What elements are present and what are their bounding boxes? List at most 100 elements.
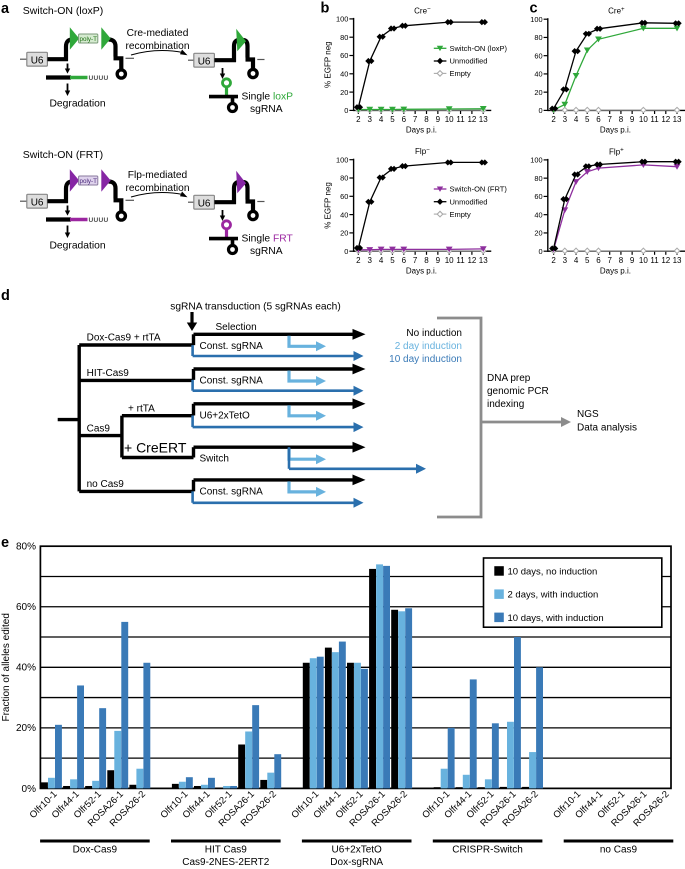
svg-text:indexing: indexing bbox=[487, 399, 524, 410]
svg-text:0: 0 bbox=[344, 247, 348, 256]
svg-text:d: d bbox=[1, 288, 10, 304]
svg-text:60%: 60% bbox=[16, 602, 36, 613]
svg-text:No induction: No induction bbox=[406, 328, 462, 339]
svg-text:80: 80 bbox=[534, 174, 542, 183]
svg-text:5: 5 bbox=[585, 115, 590, 124]
svg-text:2: 2 bbox=[551, 115, 556, 124]
svg-text:6: 6 bbox=[596, 256, 601, 265]
svg-text:40%: 40% bbox=[16, 663, 36, 674]
svg-text:11: 11 bbox=[456, 115, 465, 124]
svg-text:13: 13 bbox=[673, 256, 682, 265]
svg-text:U6: U6 bbox=[198, 198, 211, 209]
svg-text:12: 12 bbox=[661, 115, 670, 124]
svg-text:3: 3 bbox=[368, 115, 373, 124]
svg-text:100: 100 bbox=[336, 155, 348, 164]
svg-text:Cas9-2NES-2ERT2: Cas9-2NES-2ERT2 bbox=[182, 857, 270, 868]
svg-text:4: 4 bbox=[574, 115, 579, 124]
svg-text:CRISPR-Switch: CRISPR-Switch bbox=[452, 845, 523, 856]
svg-text:Flp−: Flp− bbox=[415, 146, 430, 156]
svg-text:Fraction of alleles edited: Fraction of alleles edited bbox=[1, 613, 12, 721]
svg-text:100: 100 bbox=[530, 15, 542, 24]
svg-text:60: 60 bbox=[534, 51, 542, 60]
svg-text:100: 100 bbox=[530, 156, 542, 165]
svg-text:Days p.i.: Days p.i. bbox=[600, 126, 631, 135]
svg-text:9: 9 bbox=[630, 256, 635, 265]
svg-text:20: 20 bbox=[340, 229, 348, 238]
svg-text:Switch-ON (FRT): Switch-ON (FRT) bbox=[23, 149, 103, 161]
svg-text:7: 7 bbox=[607, 115, 612, 124]
svg-text:UUUU: UUUU bbox=[89, 217, 109, 224]
svg-text:10: 10 bbox=[445, 256, 454, 265]
svg-text:sgRNA: sgRNA bbox=[250, 246, 283, 257]
svg-text:Empty: Empty bbox=[450, 210, 472, 219]
svg-text:4: 4 bbox=[574, 256, 579, 265]
svg-text:12: 12 bbox=[661, 256, 670, 265]
svg-text:11: 11 bbox=[650, 256, 659, 265]
svg-text:Const. sgRNA: Const. sgRNA bbox=[200, 341, 264, 352]
svg-text:0: 0 bbox=[344, 106, 348, 115]
svg-text:10 days, with induction: 10 days, with induction bbox=[508, 613, 604, 624]
svg-text:60: 60 bbox=[340, 51, 348, 60]
svg-text:Days p.i.: Days p.i. bbox=[406, 126, 437, 135]
svg-text:0: 0 bbox=[538, 106, 542, 115]
svg-text:Unmodified: Unmodified bbox=[450, 57, 488, 66]
svg-text:Dox-Cas9: Dox-Cas9 bbox=[73, 845, 118, 856]
svg-text:Days p.i.: Days p.i. bbox=[406, 267, 437, 276]
svg-text:Switch-ON (FRT): Switch-ON (FRT) bbox=[450, 185, 508, 194]
svg-text:NGS: NGS bbox=[577, 409, 599, 420]
svg-text:4: 4 bbox=[379, 256, 384, 265]
svg-text:U6+2xTetO: U6+2xTetO bbox=[332, 845, 383, 856]
svg-text:4: 4 bbox=[379, 115, 384, 124]
svg-text:40: 40 bbox=[340, 210, 348, 219]
svg-text:U6+2xTetO: U6+2xTetO bbox=[200, 410, 251, 421]
svg-text:80%: 80% bbox=[16, 542, 36, 553]
svg-text:6: 6 bbox=[402, 115, 407, 124]
svg-text:40: 40 bbox=[340, 70, 348, 79]
svg-text:11: 11 bbox=[456, 256, 465, 265]
svg-text:Dox-sgRNA: Dox-sgRNA bbox=[330, 857, 383, 868]
svg-text:+ rtTA: + rtTA bbox=[128, 403, 155, 414]
svg-text:40: 40 bbox=[534, 70, 542, 79]
svg-text:poly-T: poly-T bbox=[79, 178, 97, 185]
svg-text:60: 60 bbox=[534, 192, 542, 201]
svg-text:Const. sgRNA: Const. sgRNA bbox=[200, 376, 264, 387]
svg-text:5: 5 bbox=[585, 256, 590, 265]
svg-text:e: e bbox=[1, 535, 9, 551]
svg-text:8: 8 bbox=[424, 256, 429, 265]
svg-text:+ CreERT: + CreERT bbox=[124, 440, 187, 456]
svg-text:10 days, no induction: 10 days, no induction bbox=[508, 567, 598, 578]
svg-text:9: 9 bbox=[436, 115, 441, 124]
svg-text:recombination: recombination bbox=[126, 41, 190, 52]
svg-text:8: 8 bbox=[424, 115, 429, 124]
svg-text:6: 6 bbox=[402, 256, 407, 265]
svg-text:Data analysis: Data analysis bbox=[577, 423, 637, 434]
svg-text:Unmodified: Unmodified bbox=[450, 197, 488, 206]
svg-text:Cre+: Cre+ bbox=[608, 6, 625, 16]
svg-text:UUUU: UUUU bbox=[89, 75, 109, 82]
svg-text:a: a bbox=[1, 1, 10, 17]
svg-text:Selection: Selection bbox=[216, 322, 257, 333]
svg-text:no Cas9: no Cas9 bbox=[600, 845, 638, 856]
svg-text:Days p.i.: Days p.i. bbox=[600, 267, 631, 276]
svg-text:100: 100 bbox=[336, 15, 348, 24]
svg-text:2: 2 bbox=[551, 256, 556, 265]
svg-text:80: 80 bbox=[534, 33, 542, 42]
svg-text:8: 8 bbox=[619, 115, 624, 124]
svg-text:Switch: Switch bbox=[200, 454, 229, 465]
svg-text:Cre−: Cre− bbox=[414, 6, 431, 16]
svg-text:Cre-mediated: Cre-mediated bbox=[127, 28, 189, 39]
svg-text:% EGFP neg: % EGFP neg bbox=[324, 41, 333, 88]
svg-text:sgRNA: sgRNA bbox=[250, 104, 283, 115]
svg-text:no Cas9: no Cas9 bbox=[87, 479, 125, 490]
svg-text:60: 60 bbox=[340, 192, 348, 201]
svg-text:2 days, with induction: 2 days, with induction bbox=[508, 590, 599, 601]
svg-text:Degradation: Degradation bbox=[50, 241, 106, 252]
svg-text:Empty: Empty bbox=[450, 69, 472, 78]
svg-text:40: 40 bbox=[534, 210, 542, 219]
svg-text:9: 9 bbox=[436, 256, 441, 265]
svg-text:Dox-Cas9 + rtTA: Dox-Cas9 + rtTA bbox=[87, 333, 161, 344]
svg-text:10: 10 bbox=[639, 115, 648, 124]
svg-text:20: 20 bbox=[534, 229, 542, 238]
svg-text:c: c bbox=[530, 1, 538, 17]
svg-text:2 day induction: 2 day induction bbox=[395, 341, 462, 352]
